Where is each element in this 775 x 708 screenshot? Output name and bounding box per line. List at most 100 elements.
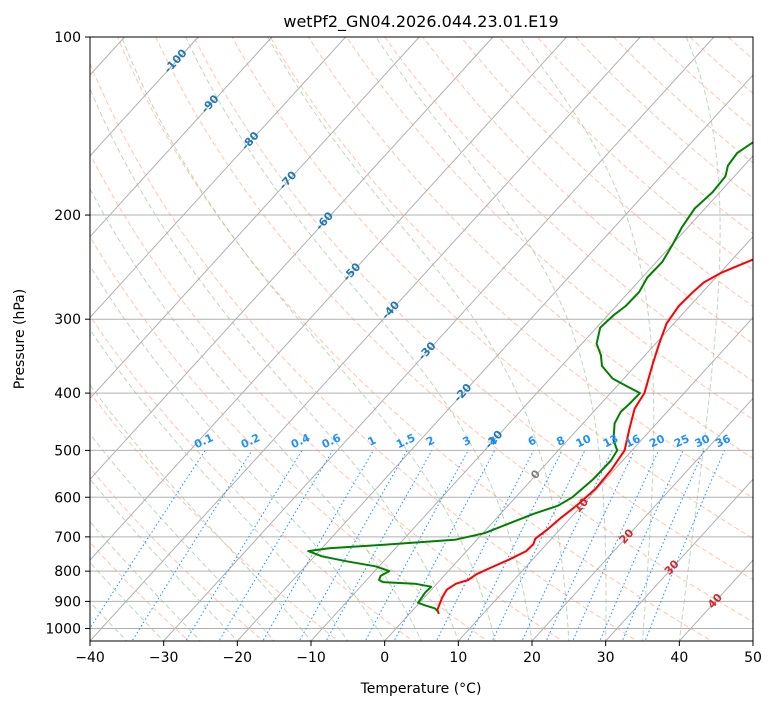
- x-tick-label: 20: [523, 650, 541, 666]
- isotherm-line: [605, 478, 753, 641]
- chart-title: wetPf2_GN04.2026.044.23.01.E19: [283, 12, 558, 32]
- moist-adiabat-line: [90, 187, 423, 641]
- dry-adiabats: [90, 37, 753, 641]
- y-tick-label: 1000: [45, 621, 81, 637]
- x-tick-label: 30: [597, 650, 615, 666]
- profile-series: [307, 141, 753, 615]
- y-tick-label: 700: [54, 530, 81, 546]
- dewpoint-profile-line: [307, 141, 753, 612]
- dry-adiabat-line: [231, 37, 753, 540]
- mixing-ratio-line: [521, 450, 613, 641]
- dry-adiabat-line: [307, 37, 753, 459]
- mixing-ratio-label: 16: [623, 432, 643, 450]
- mixing-ratio-label: 3: [461, 434, 473, 449]
- isotherm-line: [90, 37, 641, 641]
- x-tick-label: 0: [380, 650, 389, 666]
- dry-adiabat-line: [90, 541, 190, 641]
- dry-adiabat-line: [90, 467, 265, 641]
- dry-adiabat-line: [498, 37, 753, 271]
- mixing-ratio-label: 13: [601, 432, 620, 450]
- y-tick-label: 200: [54, 208, 81, 224]
- mixing-ratio-label: 0.4: [289, 431, 312, 451]
- y-tick-label: 300: [54, 312, 81, 328]
- isotherm-lines: [90, 37, 753, 641]
- dry-adiabat-line: [90, 391, 340, 641]
- mixing-ratio-label: 2: [424, 434, 436, 449]
- y-tick-label: 100: [54, 30, 81, 46]
- pressure-gridlines: [90, 37, 753, 629]
- mixing-ratio-line: [393, 450, 496, 641]
- dry-adiabat-line: [90, 62, 638, 641]
- moist-adiabat-line: [90, 478, 239, 641]
- x-tick-label: −40: [75, 650, 105, 666]
- x-tick-label: 40: [670, 650, 688, 666]
- dry-adiabat-line: [422, 37, 753, 345]
- temperature-profile-line: [436, 258, 753, 615]
- mixing-ratio-label: 10: [574, 432, 594, 450]
- isotherm-line: [310, 155, 753, 641]
- mixing-ratio-line: [491, 450, 586, 641]
- x-tick-label: 50: [744, 650, 762, 666]
- dry-adiabat-line: [345, 37, 753, 421]
- dry-adiabat-line: [90, 315, 414, 641]
- moist-adiabat-line: [90, 87, 459, 641]
- y-axis-label: Pressure (hPa): [12, 289, 28, 389]
- y-tick-label: 800: [54, 564, 81, 580]
- x-tick-label: −30: [149, 650, 179, 666]
- dry-adiabat-line: [193, 37, 753, 581]
- mixing-ratio-line: [90, 450, 206, 630]
- dry-adiabat-line: [574, 37, 753, 199]
- moist-adiabat-line: [90, 520, 202, 641]
- mixing-ratio-label: 25: [672, 432, 691, 450]
- isotherm-line: [90, 37, 199, 157]
- isotherm-line: [236, 74, 753, 641]
- dry-adiabat-line: [90, 152, 564, 641]
- isotherm-line: [90, 37, 273, 238]
- moist-adiabat-line: [121, 37, 496, 641]
- moist-adiabat-line: [90, 328, 349, 641]
- mixing-ratio-line: [131, 450, 253, 641]
- plot-frame: [89, 36, 754, 642]
- dry-adiabat-line: [536, 37, 753, 235]
- mixing-ratio-line: [599, 450, 684, 641]
- moist-adiabat-line: [678, 37, 721, 641]
- mixing-ratio-label: 20: [647, 432, 667, 450]
- mixing-ratio-line: [466, 450, 563, 641]
- mixing-ratio-label: 0.2: [239, 431, 262, 451]
- mixing-ratio-line: [185, 450, 303, 641]
- y-axis-ticks: 100 200 300 400 500 600 700 800 900 1000: [45, 30, 90, 637]
- mixing-ratio-line: [545, 450, 635, 641]
- dry-adiabat-line: [689, 37, 753, 95]
- mixing-ratio-line: [644, 450, 725, 641]
- dry-adiabat-line: [269, 37, 753, 499]
- y-tick-label: 400: [54, 386, 81, 402]
- mixing-ratio-label: 1.5: [394, 431, 417, 451]
- isotherm-line: [457, 316, 753, 641]
- y-tick-label: 600: [54, 490, 81, 506]
- dry-adiabat-line: [727, 37, 753, 60]
- x-tick-label: 10: [449, 650, 467, 666]
- mixing-ratio-line: [364, 450, 469, 641]
- isotherm-line: [90, 37, 494, 481]
- x-axis-ticks: −40 −30 −20 −10 0 10 20 30 40 50: [75, 641, 762, 666]
- dry-adiabat-line: [117, 37, 713, 641]
- mixing-ratio-label: 8: [555, 434, 567, 449]
- isotherm-line: [90, 37, 567, 561]
- isotherm-line: [163, 37, 715, 641]
- mixing-ratio-line: [218, 450, 334, 641]
- mixing-ratio-line: [262, 450, 374, 641]
- mixing-ratio-label: 30: [693, 432, 713, 450]
- isotherm-line: [90, 37, 420, 400]
- mixing-ratio-line: [572, 450, 660, 641]
- x-axis-label: Temperature (°C): [360, 681, 482, 697]
- dry-adiabat-line: [460, 37, 753, 307]
- isotherm-line: [384, 235, 753, 641]
- mixing-ratio-line: [621, 450, 705, 641]
- x-tick-label: −20: [223, 650, 253, 666]
- isotherm-line: [531, 397, 753, 641]
- line-labels: -100-90-80-70-60-50-40-30-20-10010203040…: [161, 46, 733, 611]
- mixing-ratio-lines: [90, 450, 725, 641]
- mixing-ratio-label: 0.1: [192, 431, 215, 451]
- isotherm-line: [752, 640, 753, 641]
